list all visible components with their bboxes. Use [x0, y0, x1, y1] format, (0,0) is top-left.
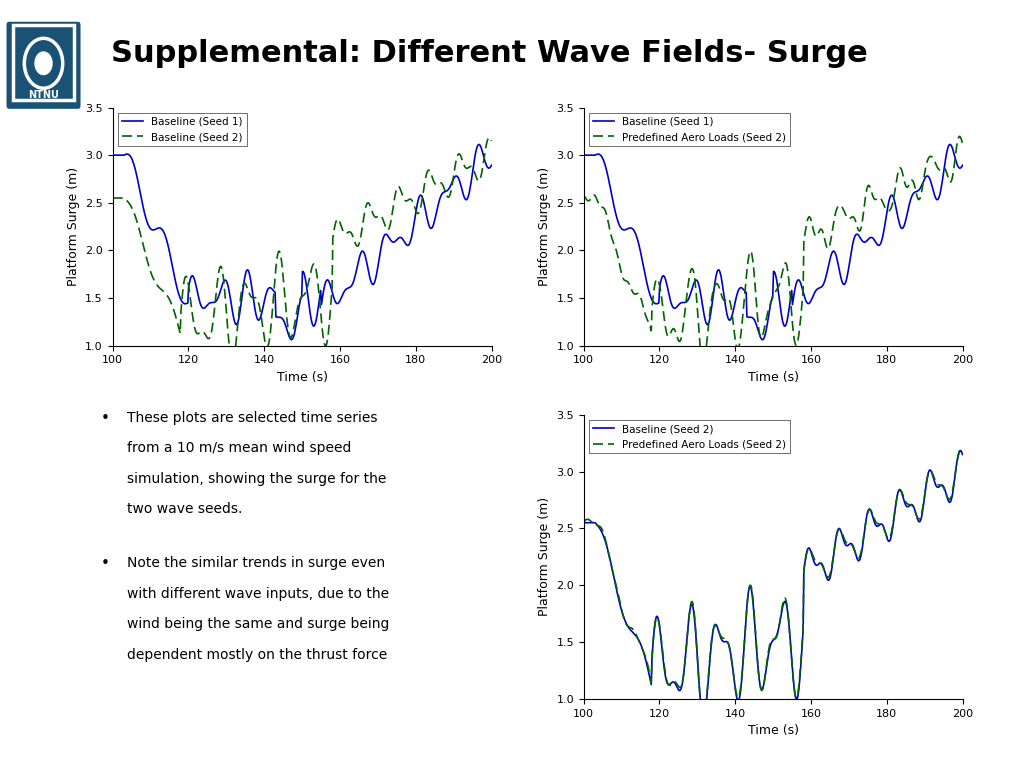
- Bar: [12, 25, 74, 101]
- Text: 14: 14: [32, 736, 55, 754]
- Legend: Baseline (Seed 2), Predefined Aero Loads (Seed 2): Baseline (Seed 2), Predefined Aero Loads…: [589, 420, 791, 453]
- Text: simulation, showing the surge for the: simulation, showing the surge for the: [127, 472, 387, 486]
- Y-axis label: Platform Surge (m): Platform Surge (m): [67, 167, 80, 286]
- X-axis label: Time (s): Time (s): [748, 371, 799, 384]
- Y-axis label: Platform Surge (m): Platform Surge (m): [538, 167, 551, 286]
- Text: Supplemental: Different Wave Fields- Surge: Supplemental: Different Wave Fields- Sur…: [111, 39, 867, 68]
- Text: •: •: [101, 556, 110, 571]
- Text: from a 10 m/s mean wind speed: from a 10 m/s mean wind speed: [127, 442, 352, 455]
- Text: These plots are selected time series: These plots are selected time series: [127, 411, 378, 425]
- Legend: Baseline (Seed 1), Predefined Aero Loads (Seed 2): Baseline (Seed 1), Predefined Aero Loads…: [589, 113, 791, 146]
- X-axis label: Time (s): Time (s): [276, 371, 328, 384]
- Text: two wave seeds.: two wave seeds.: [127, 502, 243, 516]
- Circle shape: [25, 38, 62, 88]
- Text: Note the similar trends in surge even: Note the similar trends in surge even: [127, 556, 385, 571]
- Text: •: •: [101, 411, 110, 426]
- Legend: Baseline (Seed 1), Baseline (Seed 2): Baseline (Seed 1), Baseline (Seed 2): [118, 113, 247, 146]
- Text: wind being the same and surge being: wind being the same and surge being: [127, 617, 390, 631]
- FancyBboxPatch shape: [5, 20, 82, 111]
- X-axis label: Time (s): Time (s): [748, 724, 799, 737]
- Y-axis label: Platform Surge (m): Platform Surge (m): [538, 497, 551, 617]
- Circle shape: [34, 51, 53, 75]
- Text: NTNU: NTNU: [28, 90, 59, 101]
- Text: dependent mostly on the thrust force: dependent mostly on the thrust force: [127, 647, 388, 661]
- Text: with different wave inputs, due to the: with different wave inputs, due to the: [127, 587, 389, 601]
